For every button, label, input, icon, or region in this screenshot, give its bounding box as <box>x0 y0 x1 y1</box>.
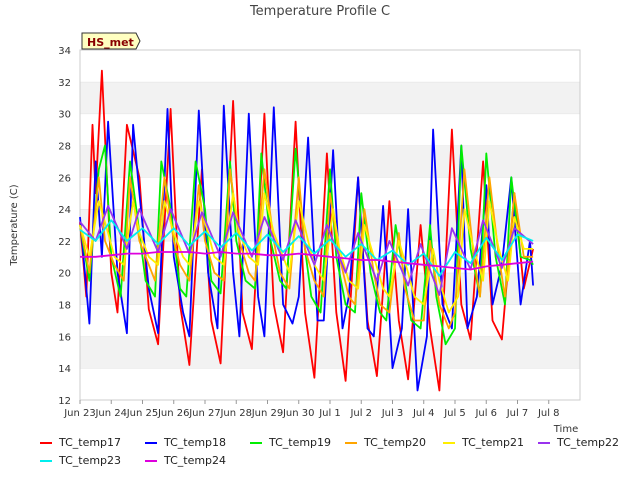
grid-band <box>80 81 580 114</box>
badge-label: HS_met <box>87 36 134 49</box>
legend-swatch <box>443 441 455 444</box>
series-lines <box>79 69 534 392</box>
y-tick-label: 22 <box>58 237 71 248</box>
grid-band <box>80 50 580 82</box>
x-tick-label: Jul 1 <box>318 408 341 419</box>
legend-label: TC_temp24 <box>164 454 227 467</box>
series-line-tc_temp21 <box>79 192 534 314</box>
legend-swatch <box>145 441 157 444</box>
legend-item: TC_temp24 <box>145 454 226 467</box>
legend-item: TC_temp19 <box>250 436 331 449</box>
y-tick-label: 28 <box>58 141 71 152</box>
legend-label: TC_temp23 <box>59 454 122 467</box>
x-axis-label: Time <box>553 424 578 435</box>
x-axis-ticks: Jun 23 Jun 24 Jun 25 Jun 26 Jun 27 Jun 28 Jun … <box>63 400 560 419</box>
x-tick-label: Jul 6 <box>474 408 497 419</box>
legend-label: TC_temp19 <box>269 436 332 449</box>
y-axis-ticks: 12 14 16 18 20 22 24 26 28 30 32 34 <box>58 46 71 407</box>
x-tick-label: Jul 7 <box>506 408 529 419</box>
series-line-tc_temp17 <box>79 69 534 392</box>
x-tick-label: Jun 29 <box>251 408 284 419</box>
x-tick-label: Jun 27 <box>188 408 221 419</box>
y-tick-label: 24 <box>58 205 71 216</box>
legend-label: TC_temp17 <box>59 436 122 449</box>
grid-band <box>80 113 580 146</box>
x-tick-label: Jun 30 <box>282 408 315 419</box>
x-tick-label: Jun 28 <box>219 408 252 419</box>
legend-label: TC_temp22 <box>557 436 620 449</box>
x-tick-label: Jul 8 <box>537 408 560 419</box>
x-tick-label: Jul 2 <box>349 408 372 419</box>
y-tick-label: 20 <box>58 269 71 280</box>
series-line-tc_temp20 <box>79 168 534 330</box>
y-tick-label: 26 <box>58 173 71 184</box>
series-line-tc_temp24 <box>80 251 534 271</box>
x-tick-label: Jun 23 <box>63 408 96 419</box>
legend-label: TC_temp21 <box>462 436 525 449</box>
legend-item: TC_temp17 <box>40 436 121 449</box>
y-tick-label: 18 <box>58 301 71 312</box>
legend-swatch <box>345 441 357 444</box>
y-tick-label: 16 <box>58 332 71 343</box>
legend-swatch <box>250 441 262 444</box>
legend-swatch <box>538 441 550 444</box>
legend-item: TC_temp23 <box>40 454 121 467</box>
x-tick-label: Jun 25 <box>126 408 159 419</box>
grid-band <box>80 368 580 400</box>
x-tick-label: Jun 26 <box>157 408 190 419</box>
x-tick-label: Jul 5 <box>443 408 466 419</box>
legend-label: TC_temp20 <box>364 436 427 449</box>
legend-swatch <box>145 459 157 462</box>
y-axis-label: Temperature (C) <box>9 184 20 266</box>
legend-item: TC_temp22 <box>538 436 619 449</box>
x-tick-label: Jul 4 <box>412 408 435 419</box>
legend-swatch <box>40 459 52 462</box>
badge-shape <box>81 32 141 50</box>
grid-bands <box>80 49 580 400</box>
hs-met-badge: HS_met <box>81 32 141 50</box>
series-line-tc_temp23 <box>79 219 534 277</box>
y-tick-label: 34 <box>58 46 71 57</box>
legend-item: TC_temp20 <box>345 436 426 449</box>
x-tick-label: Jul 3 <box>381 408 404 419</box>
grid-band <box>80 304 580 337</box>
y-tick-label: 12 <box>58 396 71 407</box>
y-tick-label: 14 <box>58 364 71 375</box>
y-tick-label: 30 <box>58 110 71 121</box>
x-tick-label: Jun 24 <box>94 408 127 419</box>
legend-item: TC_temp21 <box>443 436 524 449</box>
legend-item: TC_temp18 <box>145 436 226 449</box>
chart-title: Temperature Profile C <box>249 4 390 19</box>
legend-swatch <box>40 441 52 444</box>
grid-band <box>80 336 580 369</box>
y-tick-label: 32 <box>58 78 71 89</box>
legend-label: TC_temp18 <box>164 436 227 449</box>
